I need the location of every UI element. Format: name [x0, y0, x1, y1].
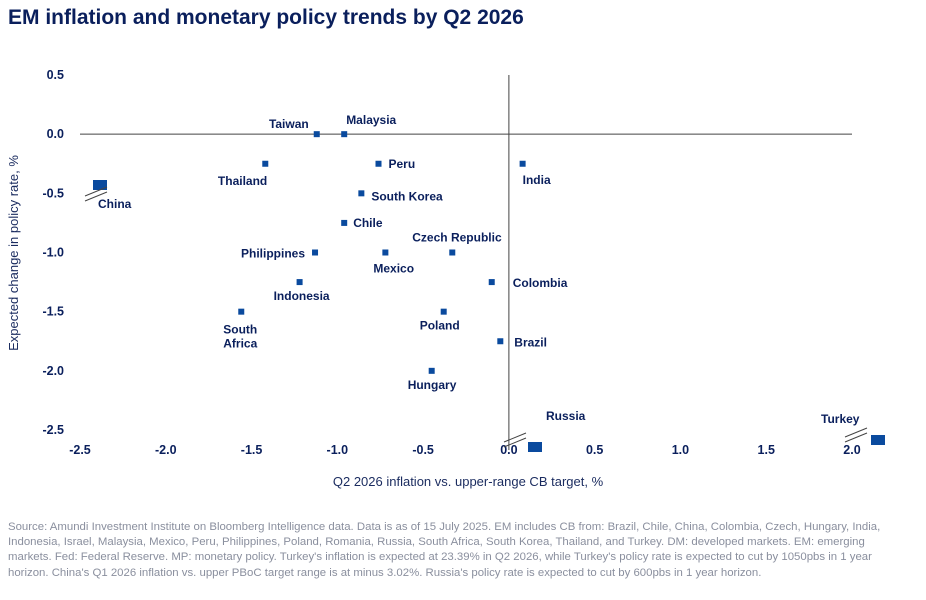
y-tick-label: -2.5: [42, 423, 64, 437]
x-tick-label: 0.5: [586, 443, 603, 457]
x-tick-label: 2.0: [843, 443, 860, 457]
point-label-poland: Poland: [420, 319, 460, 333]
point-label-brazil: Brazil: [514, 335, 547, 349]
axis-break-mark: [503, 432, 527, 443]
chart-title: EM inflation and monetary policy trends …: [8, 6, 524, 29]
outlier-label-china: China: [98, 197, 132, 211]
y-tick-label: -1.5: [42, 305, 64, 319]
point-label-south-africa: South Africa: [223, 323, 257, 351]
point-peru: [375, 160, 382, 167]
point-mexico: [382, 249, 389, 256]
point-taiwan: [313, 131, 320, 138]
point-poland: [440, 308, 447, 315]
y-tick-label: 0.0: [47, 127, 64, 141]
outlier-point-china: [93, 180, 107, 190]
point-india: [519, 160, 526, 167]
point-south-africa: [238, 308, 245, 315]
x-tick-label: -2.5: [69, 443, 91, 457]
point-hungary: [428, 367, 435, 374]
point-colombia: [488, 279, 495, 286]
axis-break-mark: [844, 432, 868, 443]
point-label-hungary: Hungary: [408, 378, 457, 392]
point-label-indonesia: Indonesia: [274, 289, 330, 303]
point-label-colombia: Colombia: [513, 276, 568, 290]
x-tick-label: 1.0: [672, 443, 689, 457]
point-label-czech-republic: Czech Republic: [412, 231, 502, 245]
y-tick-label: -0.5: [42, 186, 64, 200]
point-brazil: [497, 338, 504, 345]
point-czech-republic: [449, 249, 456, 256]
point-label-south-korea: South Korea: [371, 189, 443, 203]
y-tick-label: -1.0: [42, 246, 64, 260]
point-philippines: [312, 249, 319, 256]
outlier-point-turkey: [871, 435, 885, 445]
axis-break-mark: [844, 427, 868, 438]
point-thailand: [262, 160, 269, 167]
x-tick-label: -0.5: [412, 443, 434, 457]
point-label-mexico: Mexico: [373, 262, 414, 276]
point-label-malaysia: Malaysia: [346, 113, 396, 127]
scatter-chart: 0.5 0.0 -0.5 -1.0 -1.5 -2.0 -2.5 -2.5 -2.0 -1.5 -1…: [6, 68, 885, 489]
point-label-india: India: [523, 173, 551, 187]
point-label-taiwan: Taiwan: [269, 117, 309, 131]
point-south-korea: [358, 190, 365, 197]
outlier-label-turkey: Turkey: [821, 412, 860, 426]
source-note: Source: Amundi Investment Institute on B…: [8, 521, 881, 579]
point-label-thailand: Thailand: [218, 174, 267, 188]
point-indonesia: [296, 279, 303, 286]
point-malaysia: [341, 131, 348, 138]
outlier-label-russia: Russia: [546, 409, 586, 423]
axis-break-mark: [84, 186, 108, 197]
y-tick-label: -2.0: [42, 364, 64, 378]
point-label-philippines: Philippines: [241, 247, 305, 261]
axis-break-mark: [503, 437, 527, 448]
outlier-point-russia: [528, 442, 542, 452]
axis-break-mark: [84, 191, 108, 202]
x-tick-label: -1.5: [241, 443, 263, 457]
point-chile: [341, 219, 348, 226]
y-axis-label: Expected change in policy rate, %: [6, 155, 21, 351]
x-tick-label: -2.0: [155, 443, 177, 457]
x-tick-label: -1.0: [327, 443, 349, 457]
x-axis-label: Q2 2026 inflation vs. upper-range CB tar…: [333, 474, 604, 489]
y-tick-label: 0.5: [47, 68, 64, 82]
x-tick-label: 1.5: [758, 443, 775, 457]
point-label-peru: Peru: [389, 157, 416, 171]
point-label-chile: Chile: [353, 216, 383, 230]
